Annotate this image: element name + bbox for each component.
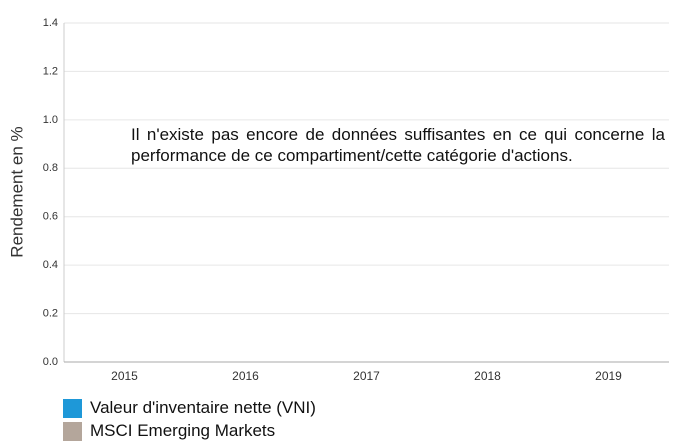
legend-swatch xyxy=(63,421,82,441)
x-tick-label: 2017 xyxy=(353,369,380,383)
y-tick-label: 0.4 xyxy=(43,259,58,271)
legend-item: MSCI Emerging Markets xyxy=(63,421,275,441)
legend-swatch xyxy=(63,398,82,418)
annotation: Il n'existe pas encore de données suffis… xyxy=(131,125,665,165)
x-tick-label: 2016 xyxy=(232,369,259,383)
legend-label: Valeur d'inventaire nette (VNI) xyxy=(90,398,316,417)
y-tick-label: 1.2 xyxy=(43,65,58,77)
x-tick-label: 2015 xyxy=(111,369,138,383)
x-tick-label: 2019 xyxy=(595,369,622,383)
y-tick-label: 0.0 xyxy=(43,356,58,368)
y-tick-label: 0.8 xyxy=(43,162,58,174)
y-tick-label: 0.2 xyxy=(43,307,58,319)
y-tick-label: 1.4 xyxy=(43,17,58,29)
x-tick-label: 2018 xyxy=(474,369,501,383)
legend-label: MSCI Emerging Markets xyxy=(90,421,276,440)
y-tick-label: 0.6 xyxy=(43,211,58,223)
y-axis-label: Rendement en % xyxy=(7,126,26,257)
y-tick-label: 1.0 xyxy=(43,114,58,126)
legend-item: Valeur d'inventaire nette (VNI) xyxy=(63,398,316,418)
